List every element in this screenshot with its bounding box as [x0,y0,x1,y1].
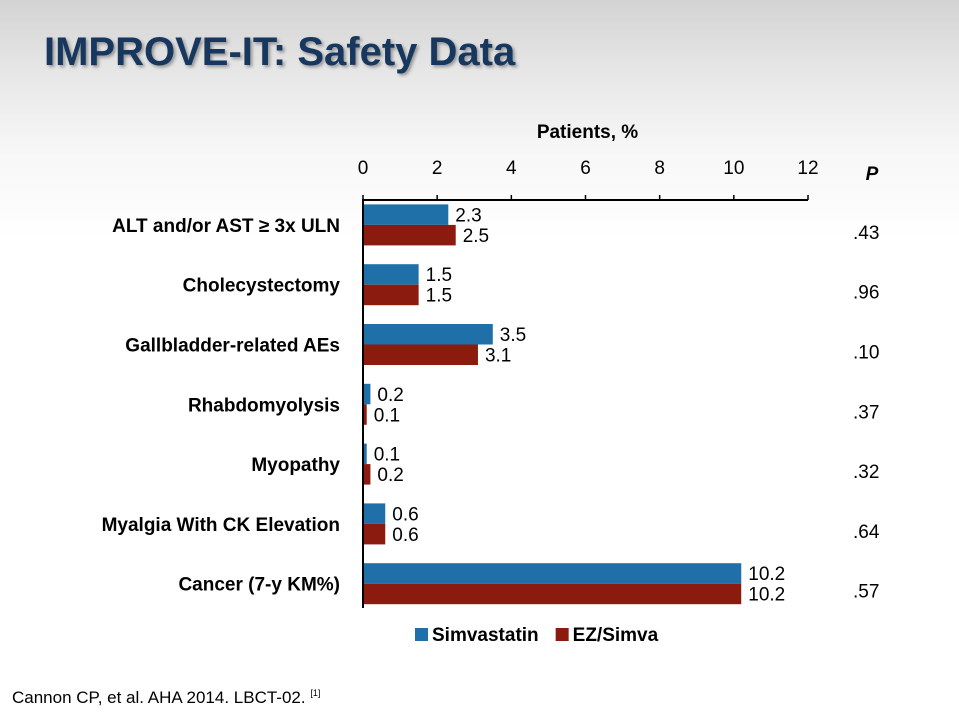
axes [362,199,808,608]
bar-simvastatin [363,503,386,524]
p-value: .43 [853,223,879,244]
bar-value-label: 0.2 [377,465,403,486]
bar-ez-simva [363,464,371,485]
bar-value-label: 0.1 [374,405,400,426]
bar-ez-simva [363,284,419,306]
chart-labels: Patients, % 0 2 4 6 8 10 12 P 2.32.5 ALT and/or AS… [102,122,880,606]
bar-simvastatin [363,204,449,225]
legend-label: EZ/Simva [573,625,659,646]
slide-title: IMPROVE-IT: Safety Data [44,30,516,74]
category-label: Myalgia With CK Elevation [102,515,340,536]
bar-value-label: 2.5 [463,226,489,247]
bar-value-label: 0.6 [392,504,418,525]
citation-ref: [1] [310,688,321,698]
category-label: Cancer (7-y KM%) [178,575,340,596]
category-label: Rhabdomyolysis [188,395,340,416]
x-tick-label: 4 [506,158,517,179]
legend-swatch-simvastatin [415,628,428,641]
p-value-header: P [866,164,879,185]
bar-value-label: 1.5 [426,265,452,286]
x-tick-label: 12 [797,158,818,179]
bar-value-label: 10.2 [748,564,785,585]
bar-value-label: 1.5 [426,286,452,307]
bar-value-label: 3.1 [485,346,511,367]
p-value: .37 [853,402,879,423]
x-tick-label: 0 [358,158,369,179]
x-tick-label: 6 [580,158,591,179]
bar-value-label: 0.2 [377,385,403,406]
bar-value-label: 0.6 [392,525,418,546]
bar-simvastatin [363,264,419,285]
p-value: .32 [853,462,879,483]
bar-ez-simva [363,344,478,365]
bar-simvastatin [363,563,742,584]
bar-group [363,204,742,605]
bar-ez-simva [363,583,742,605]
bar-ez-simva [363,404,367,425]
bar-ez-simva [363,224,456,246]
bar-simvastatin [363,324,493,345]
x-tick-label: 10 [723,158,744,179]
p-value: .57 [853,582,879,603]
category-label: ALT and/or AST ≥ 3x ULN [112,216,340,237]
category-label: Myopathy [251,455,340,476]
bar-simvastatin [363,383,371,405]
category-label: Cholecystectomy [183,276,341,297]
bar-value-label: 2.3 [455,205,481,226]
bar-value-label: 3.5 [500,325,526,346]
x-tick-label: 2 [432,158,443,179]
x-axis-title: Patients, % [537,122,638,143]
bar-value-label: 0.1 [374,445,400,466]
p-value: .64 [853,522,880,543]
legend-label: Simvastatin [432,625,539,646]
bar-value-label: 10.2 [748,585,785,606]
legend-swatch-ez-simva [555,628,569,641]
citation: Cannon CP, et al. AHA 2014. LBCT-02. [1] [12,688,320,708]
p-value: .96 [853,283,879,304]
bar-ez-simva [363,523,386,545]
citation-text: Cannon CP, et al. AHA 2014. LBCT-02. [12,688,306,707]
category-label: Gallbladder-related AEs [125,336,340,357]
legend: Simvastatin EZ/Simva [415,625,659,646]
x-tick-label: 8 [654,158,665,179]
p-value: .10 [853,343,879,364]
bar-simvastatin [363,443,367,465]
